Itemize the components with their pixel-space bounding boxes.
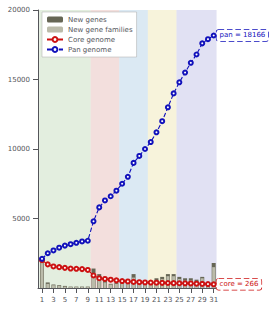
svg-text:pan = 18166: pan = 18166 bbox=[220, 31, 266, 39]
svg-text:9: 9 bbox=[86, 296, 90, 304]
svg-text:21: 21 bbox=[152, 296, 161, 304]
svg-text:19: 19 bbox=[141, 296, 150, 304]
svg-text:Pan genome: Pan genome bbox=[68, 46, 111, 54]
svg-text:10000: 10000 bbox=[8, 145, 30, 153]
svg-text:29: 29 bbox=[198, 296, 207, 304]
svg-text:13: 13 bbox=[106, 296, 115, 304]
svg-text:11: 11 bbox=[95, 296, 104, 304]
svg-text:Core genome: Core genome bbox=[68, 36, 115, 44]
svg-text:New gene families: New gene families bbox=[68, 26, 133, 34]
svg-text:5000: 5000 bbox=[12, 215, 30, 223]
svg-text:3: 3 bbox=[51, 296, 55, 304]
svg-text:New genes: New genes bbox=[68, 16, 107, 24]
svg-text:31: 31 bbox=[209, 296, 218, 304]
svg-text:1: 1 bbox=[40, 296, 44, 304]
svg-text:5: 5 bbox=[63, 296, 67, 304]
svg-text:17: 17 bbox=[129, 296, 138, 304]
svg-text:25: 25 bbox=[175, 296, 184, 304]
svg-text:15000: 15000 bbox=[8, 76, 30, 84]
svg-text:15: 15 bbox=[118, 296, 127, 304]
svg-text:7: 7 bbox=[74, 296, 78, 304]
svg-text:23: 23 bbox=[163, 296, 172, 304]
svg-text:core = 266: core = 266 bbox=[220, 280, 259, 288]
svg-text:27: 27 bbox=[186, 296, 195, 304]
svg-text:20000: 20000 bbox=[8, 6, 30, 14]
